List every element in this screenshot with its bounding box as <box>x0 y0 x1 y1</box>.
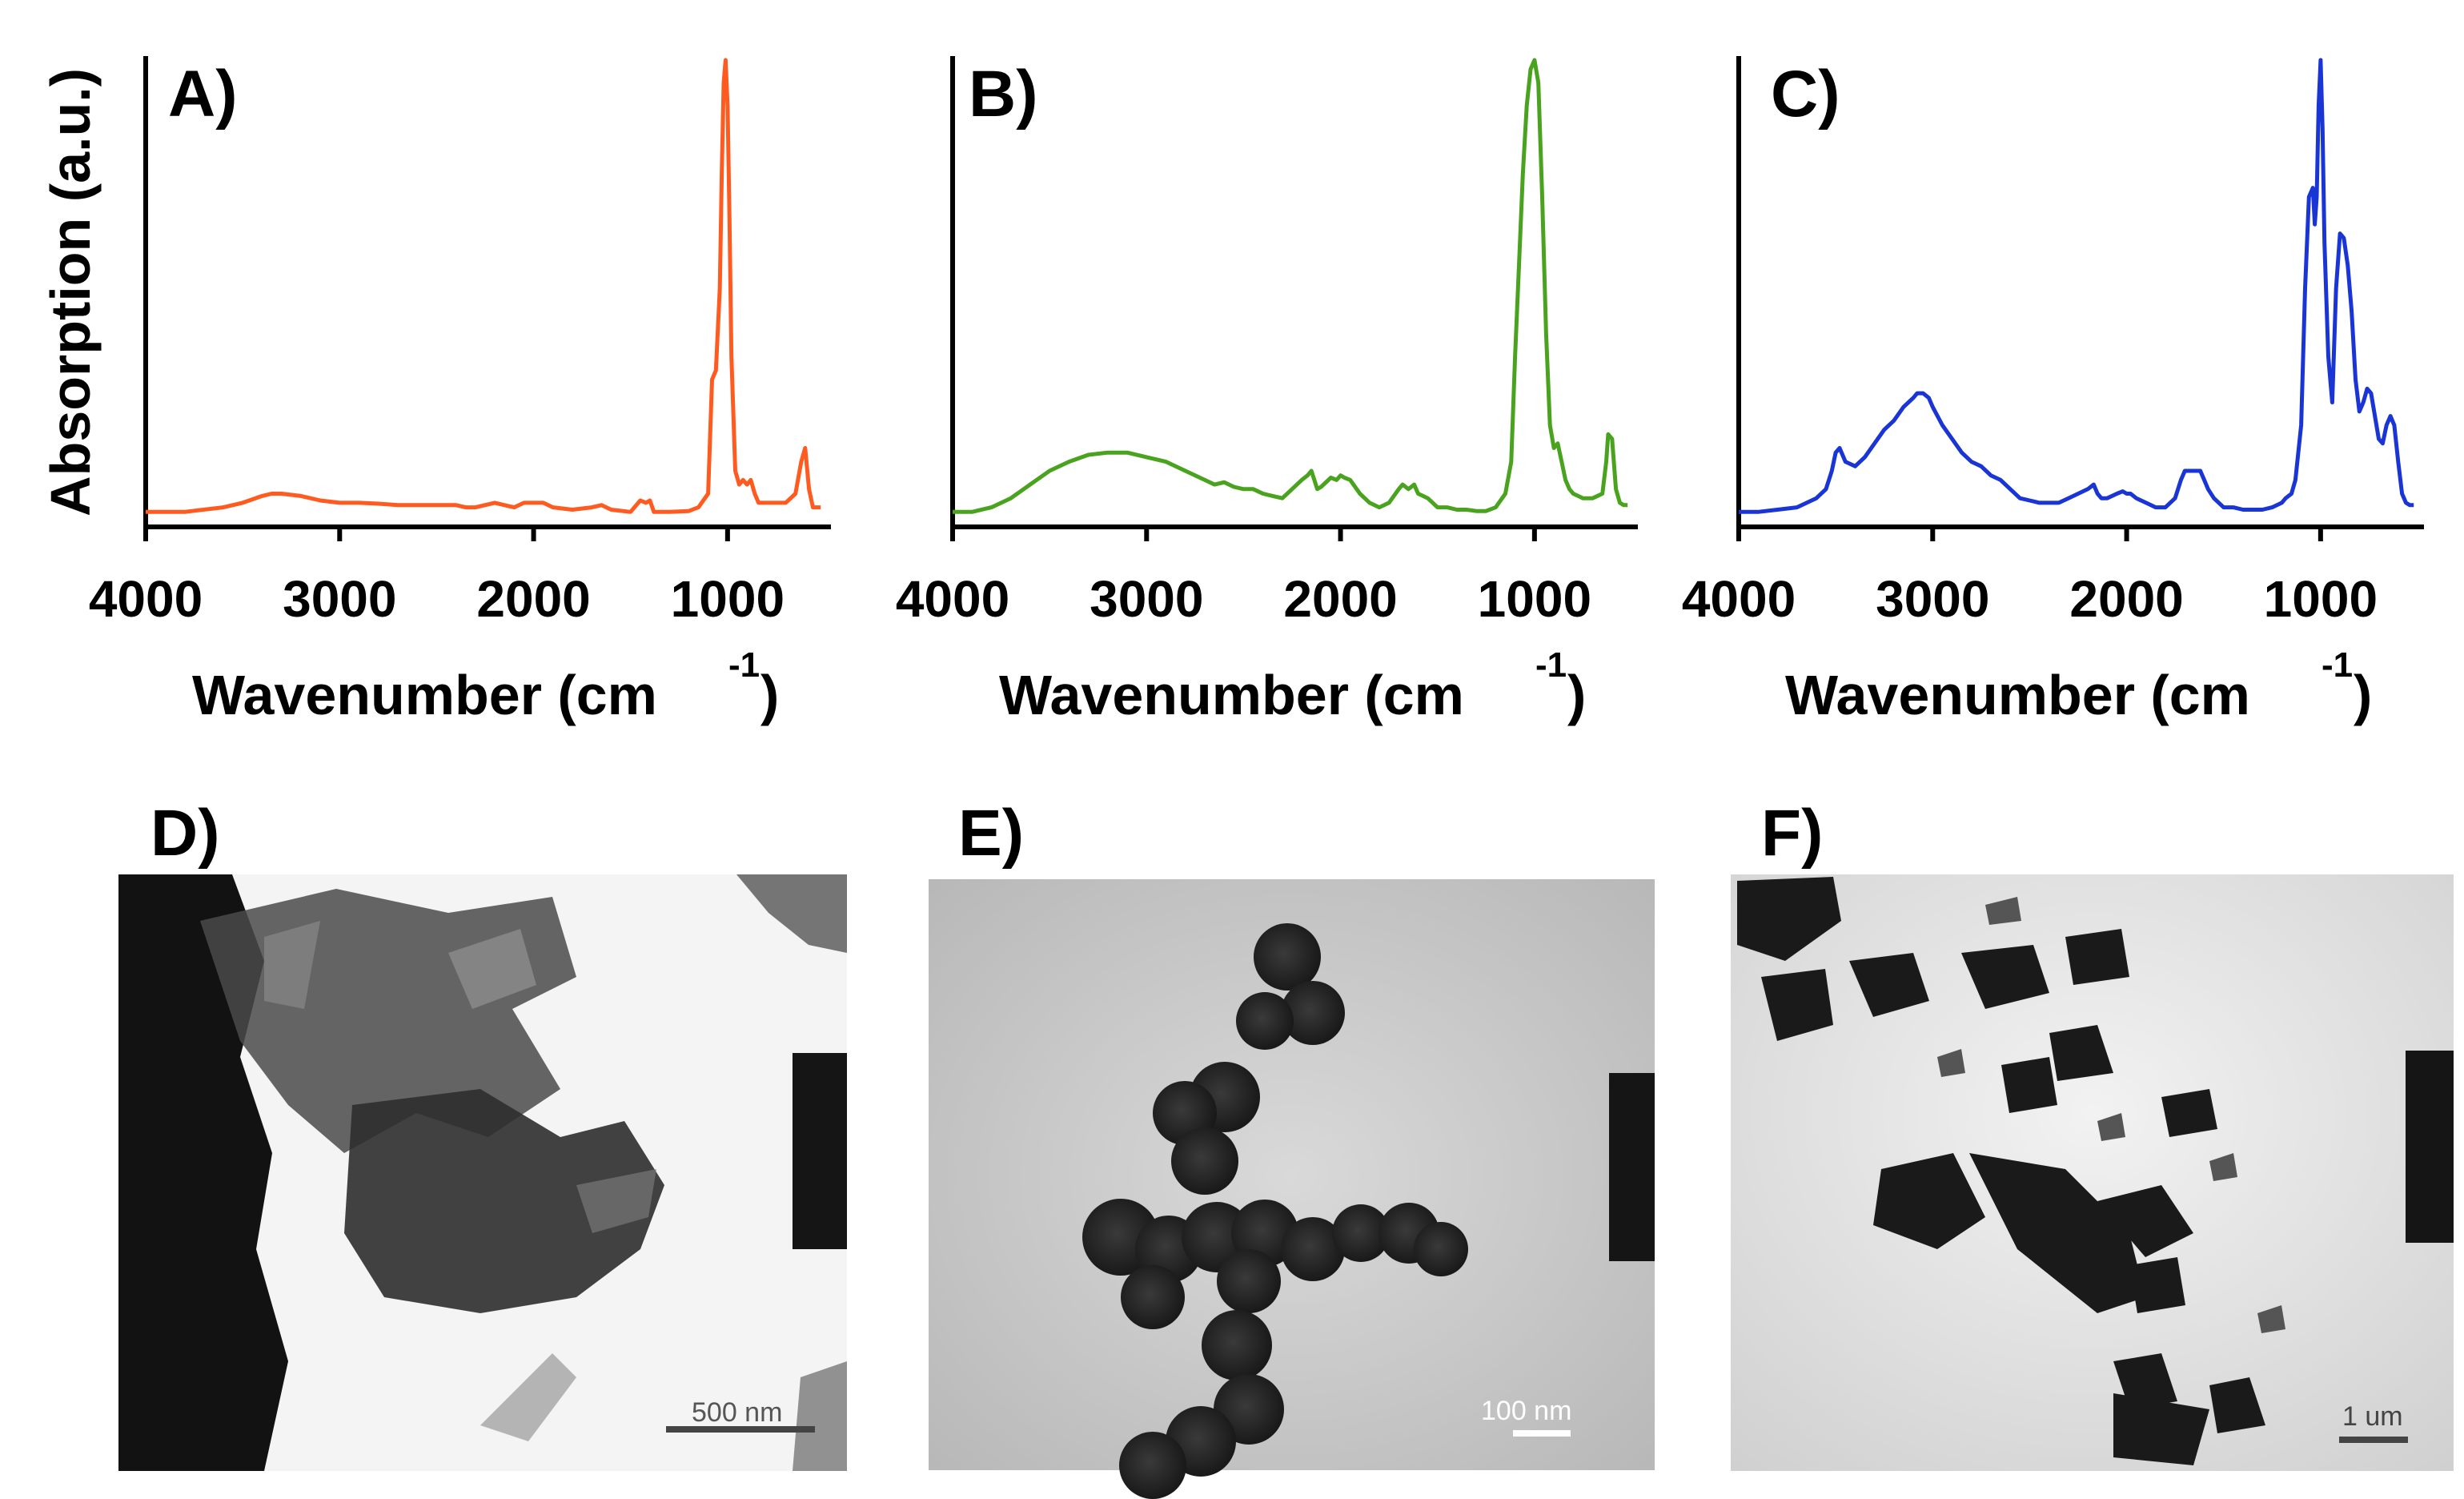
nanoflake-cluster <box>118 874 847 1471</box>
x-axis-label-sup: -1 <box>2322 645 2353 685</box>
x-axis-label-close: ) <box>760 664 779 726</box>
scale-marker <box>1609 1073 1655 1261</box>
x-axis-label-sup: -1 <box>728 645 760 685</box>
x-ticks: 4000 3000 2000 1000 <box>89 527 785 628</box>
ftir-chart-c: C) 4000 3000 2000 1000 Wavenumber (cm -1 ) <box>1682 56 2424 726</box>
ftir-chart-a: A) Absorption (a.u.) 4000 3000 2000 1000 Wa… <box>39 56 831 726</box>
nanoparticle-chain <box>1082 923 1468 1499</box>
x-axis-label-close: ) <box>1567 664 1586 726</box>
x-tick-label: 1000 <box>2264 570 2378 628</box>
x-tick-label: 3000 <box>1090 570 1203 628</box>
panel-label-f: F) <box>1761 797 1823 870</box>
x-tick-label: 3000 <box>283 570 396 628</box>
x-ticks: 4000 3000 2000 1000 <box>1682 527 2378 628</box>
x-ticks: 4000 3000 2000 1000 <box>896 527 1591 628</box>
crystal-particles <box>1737 877 2265 1465</box>
panel-label-b: B) <box>969 58 1038 131</box>
tem-image-e: E) 100 nm <box>929 797 1655 1499</box>
panel-label-d: D) <box>150 797 220 870</box>
spectrum-line-b <box>953 58 1628 514</box>
x-tick-label: 4000 <box>1682 570 1796 628</box>
scale-bar-label-d: 500 nm <box>692 1397 782 1428</box>
x-axis-label: Wavenumber (cm <box>1785 664 2250 726</box>
y-axis-label-text: Absorption (a.u.) <box>39 68 102 516</box>
x-tick-label: 2000 <box>1283 570 1397 628</box>
scale-marker <box>793 1053 847 1249</box>
scale-bar-label-f: 1 um <box>2342 1401 2403 1432</box>
y-axis-label: Absorption (a.u.) <box>39 68 102 516</box>
spectrum-line-c <box>1739 58 2414 514</box>
x-tick-label: 4000 <box>89 570 203 628</box>
tem-image-f: F) 1 um <box>1731 797 2454 1471</box>
scale-marker <box>2406 1051 2454 1243</box>
panel-label-a: A) <box>168 58 238 131</box>
tem-image-d: D) 500 nm <box>118 797 847 1471</box>
x-tick-label: 4000 <box>896 570 1009 628</box>
x-tick-label: 3000 <box>1876 570 1989 628</box>
x-axis-label-close: ) <box>2354 664 2372 726</box>
x-tick-label: 1000 <box>671 570 785 628</box>
ftir-chart-b: B) 4000 3000 2000 1000 Wavenumber (cm -1 ) <box>896 56 1638 726</box>
small-crystals <box>1937 897 2285 1333</box>
panel-label-c: C) <box>1771 58 1840 131</box>
x-axis-label: Wavenumber (cm <box>999 664 1464 726</box>
x-tick-label: 1000 <box>1478 570 1591 628</box>
x-tick-label: 2000 <box>2069 570 2183 628</box>
spectrum-line-a <box>146 58 821 514</box>
x-tick-label: 2000 <box>476 570 590 628</box>
panel-label-e: E) <box>958 797 1024 870</box>
scale-bar-label-e: 100 nm <box>1481 1396 1571 1426</box>
x-axis-label-sup: -1 <box>1535 645 1567 685</box>
x-axis-label: Wavenumber (cm <box>192 664 657 726</box>
